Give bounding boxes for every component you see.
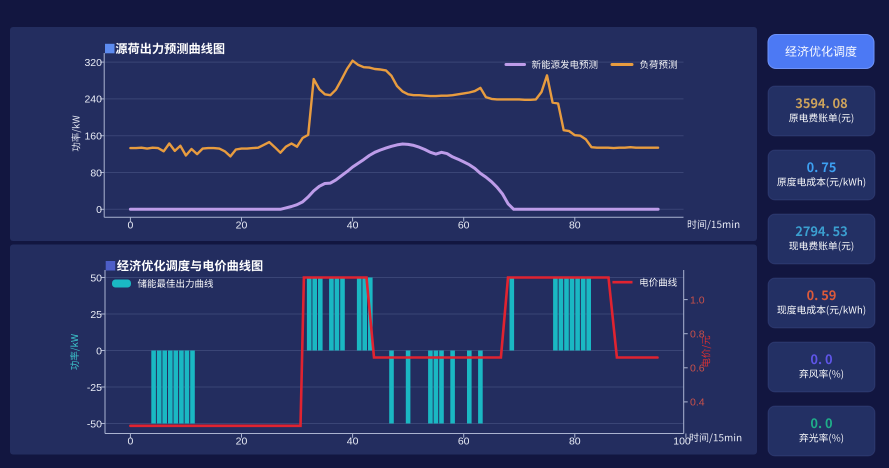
svg-text:-50: -50: [87, 418, 102, 430]
svg-text:240: 240: [84, 94, 102, 106]
svg-text:160: 160: [84, 131, 102, 143]
svg-text:40: 40: [347, 220, 359, 232]
svg-text:0: 0: [96, 204, 102, 216]
svg-text:100: 100: [673, 436, 691, 448]
svg-text:1.0: 1.0: [690, 294, 705, 306]
svg-text:0: 0: [127, 220, 133, 232]
svg-text:20: 20: [236, 220, 248, 232]
svg-text:0.6: 0.6: [690, 363, 705, 375]
svg-text:25: 25: [90, 309, 102, 321]
svg-text:60: 60: [458, 220, 470, 232]
svg-text:60: 60: [458, 436, 470, 448]
svg-text:-25: -25: [87, 382, 102, 394]
svg-text:0.4: 0.4: [690, 397, 705, 409]
svg-text:80: 80: [569, 436, 581, 448]
svg-text:320: 320: [84, 57, 102, 69]
svg-text:0: 0: [127, 436, 133, 448]
svg-text:80: 80: [90, 167, 102, 179]
svg-text:80: 80: [569, 220, 581, 232]
svg-text:20: 20: [236, 436, 248, 448]
svg-text:0.8: 0.8: [690, 329, 705, 341]
svg-text:40: 40: [347, 436, 359, 448]
svg-text:50: 50: [90, 272, 102, 284]
svg-text:0: 0: [96, 345, 102, 357]
